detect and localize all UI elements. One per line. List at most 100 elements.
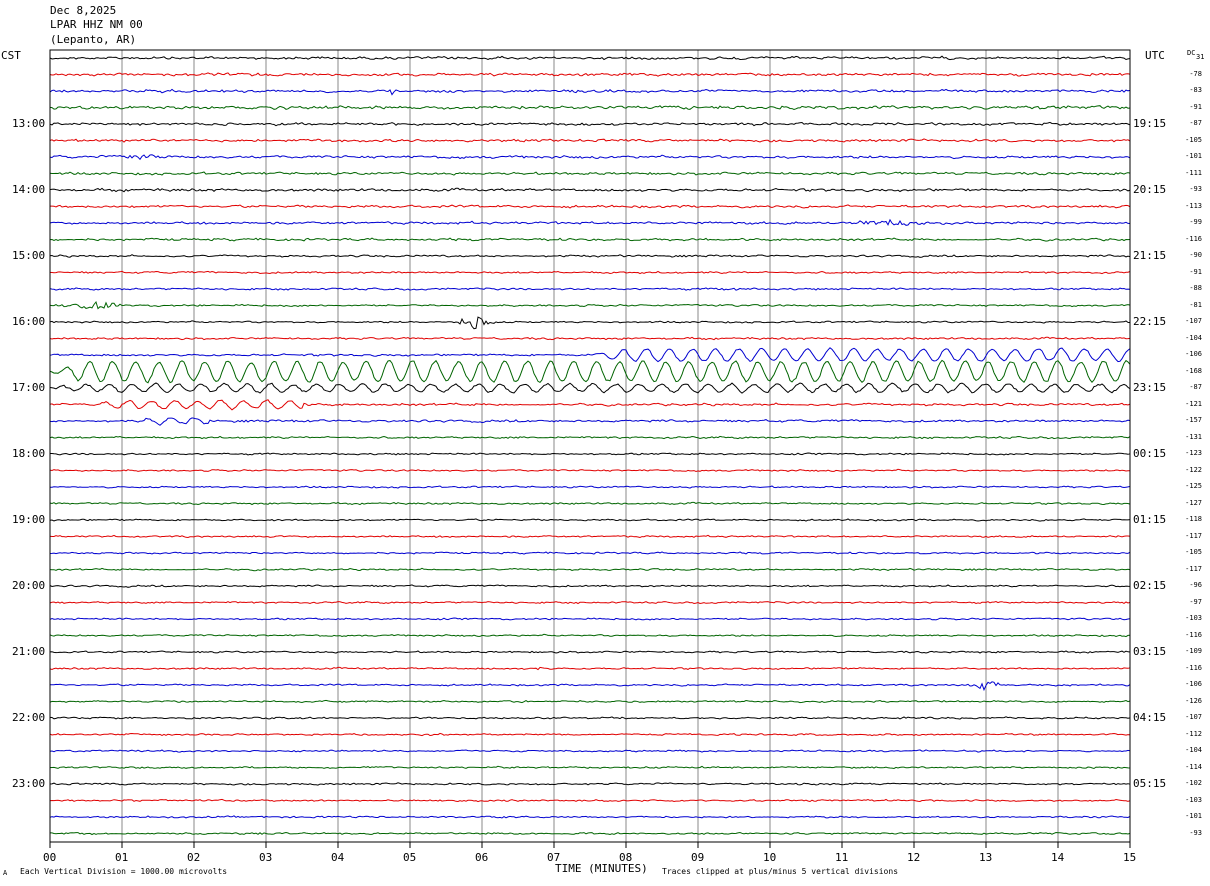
seismic-trace: [49, 732, 1131, 737]
seismic-trace: [49, 105, 1131, 111]
right-hour-label: 20:15: [1133, 183, 1167, 196]
x-tick-label: 05: [403, 851, 417, 864]
seismic-trace: [49, 468, 1130, 473]
seismic-trace: [49, 270, 1131, 275]
seismic-trace: [49, 617, 1131, 621]
seismic-trace: [49, 218, 1131, 226]
x-tick-label: 07: [547, 851, 561, 864]
dc-offset-value: -81: [1189, 300, 1202, 309]
left-hour-label: 16:00: [12, 315, 46, 328]
dc-offset-value: -106: [1185, 350, 1202, 358]
seismic-trace: [49, 171, 1131, 176]
x-tick-label: 12: [907, 851, 921, 864]
seismic-trace: [49, 316, 1131, 330]
dc-offset-value: -121: [1185, 399, 1202, 408]
seismic-trace: [50, 452, 1131, 456]
seismic-trace: [49, 699, 1131, 704]
left-hour-label: 20:00: [12, 579, 46, 592]
dc-offset-value: -112: [1185, 729, 1202, 738]
seismic-trace: [49, 567, 1131, 572]
left-hour-label: 19:00: [12, 513, 46, 526]
right-hour-label: 21:15: [1133, 249, 1167, 262]
right-hour-label: 23:15: [1133, 381, 1167, 394]
x-tick-label: 15: [1123, 851, 1137, 864]
dc-offset-value: -111: [1185, 168, 1202, 177]
dc-offset-value: -113: [1185, 201, 1202, 210]
seismic-trace: [49, 300, 1131, 310]
dc-offset-value: -103: [1185, 614, 1202, 622]
dc-offset-value: -101: [1185, 812, 1202, 820]
left-hour-label: 22:00: [12, 711, 46, 724]
left-hour-label: 21:00: [12, 645, 46, 658]
seismic-trace: [49, 417, 1131, 426]
dc-offset-value: -90: [1189, 251, 1202, 259]
dc-offset-value: -87: [1189, 119, 1202, 127]
scale-note: Each Vertical Division = 1000.00 microvo…: [20, 867, 228, 876]
right-hour-label: 02:15: [1133, 579, 1167, 592]
seismic-trace: [49, 716, 1131, 720]
minute-gridlines: [49, 50, 1131, 842]
seismic-trace: [49, 798, 1131, 803]
seismic-trace: [49, 237, 1131, 242]
x-tick-label: 06: [475, 851, 489, 864]
x-tick-label: 00: [43, 851, 57, 864]
plot-frame: [49, 49, 1131, 843]
dc-offset-value: -105: [1185, 135, 1202, 144]
dc-offset-value: -107: [1185, 713, 1202, 721]
dc-offset-value: -104: [1185, 333, 1202, 342]
seismic-trace: [49, 187, 1131, 193]
right-timezone-label: UTC: [1145, 49, 1165, 62]
dc-offset-value: -109: [1185, 647, 1202, 655]
header-station: LPAR HHZ NM 00: [50, 18, 143, 31]
seismic-trace: [49, 347, 1131, 363]
dc-offset-value: -93: [1189, 185, 1202, 193]
seismic-trace: [49, 154, 1131, 161]
dc-offset-value: -117: [1185, 564, 1202, 573]
left-hour-label: 23:00: [12, 777, 46, 790]
seismic-trace: [49, 88, 1131, 96]
dc-offset-value: -116: [1185, 234, 1202, 243]
dc-offset-value: -101: [1185, 152, 1202, 160]
dc-offset-value: -116: [1185, 630, 1202, 639]
seismic-trace: [49, 666, 1131, 671]
seismic-trace: [50, 831, 1131, 836]
dc-offset-value: -116: [1185, 663, 1202, 672]
seismic-trace: [49, 501, 1131, 506]
clip-note: Traces clipped at plus/minus 5 vertical …: [662, 867, 899, 876]
dc-offset-value: -131: [1185, 432, 1202, 441]
seismic-trace: [49, 382, 1131, 394]
seismic-trace: [49, 600, 1131, 605]
seismic-trace: [49, 336, 1131, 341]
seismic-trace: [49, 551, 1131, 555]
seismic-trace: [49, 650, 1131, 654]
right-hour-label: 22:15: [1133, 315, 1167, 328]
dc-offset-value: -157: [1185, 416, 1202, 424]
seismic-trace: [49, 399, 1131, 411]
seismic-trace: [49, 287, 1131, 291]
left-hour-label: 17:00: [12, 381, 46, 394]
dc-offset-value: -117: [1185, 531, 1202, 540]
seismic-trace: [49, 584, 1131, 588]
dc-offset-value: -102: [1185, 779, 1202, 787]
left-timezone-label: CST: [1, 49, 21, 62]
dc-offset-value: 31: [1196, 53, 1205, 61]
seismic-trace: [49, 782, 1131, 786]
dc-offset-value: -114: [1185, 762, 1202, 771]
dc-offset-value: -91: [1189, 267, 1202, 276]
right-hour-label: 19:15: [1133, 117, 1167, 130]
dc-offset-value: -103: [1185, 795, 1202, 804]
x-tick-label: 10: [763, 851, 777, 864]
left-hour-label: 13:00: [12, 117, 46, 130]
dc-heading: DC: [1187, 49, 1196, 57]
x-tick-label: 08: [619, 851, 633, 864]
dc-offset-value: -125: [1185, 482, 1202, 490]
seismic-trace: [49, 359, 1131, 384]
dc-offset-value: -104: [1185, 746, 1202, 754]
x-tick-label: 13: [979, 851, 993, 864]
dc-offset-value: -118: [1185, 515, 1202, 523]
x-axis-ticks: [49, 842, 1131, 848]
left-hour-label: 14:00: [12, 183, 46, 196]
seismic-trace: [49, 435, 1131, 440]
dc-offset-value: -127: [1185, 498, 1202, 507]
header-location: (Lepanto, AR): [50, 33, 137, 46]
